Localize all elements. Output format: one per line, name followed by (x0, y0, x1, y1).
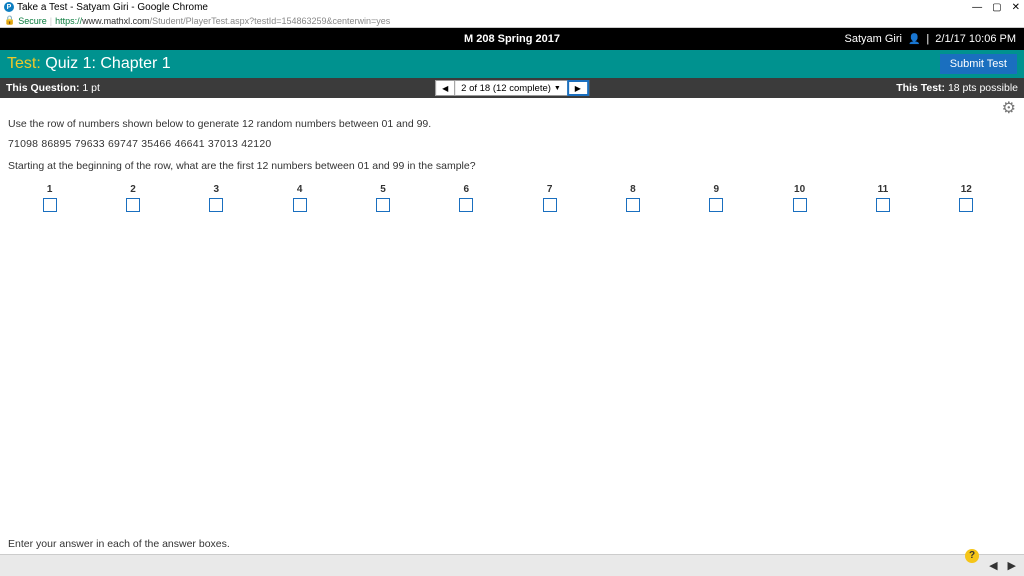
answer-cell: 4 (258, 184, 341, 212)
bottom-prev-button[interactable]: ◀ (989, 559, 997, 572)
test-title: Test: Quiz 1: Chapter 1 (7, 55, 171, 73)
answer-input-5[interactable] (376, 198, 390, 212)
answer-label: 10 (794, 184, 805, 195)
answer-cell: 8 (591, 184, 674, 212)
subquestion-text: Starting at the beginning of the row, wh… (8, 160, 1016, 172)
answer-input-1[interactable] (43, 198, 57, 212)
question-content: Use the row of numbers shown below to ge… (0, 118, 1024, 534)
answer-cell: 1 (8, 184, 91, 212)
window-maximize[interactable]: ▢ (992, 2, 1001, 13)
answer-label: 4 (297, 184, 303, 195)
secure-label: Secure (18, 16, 47, 26)
answer-cell: 6 (425, 184, 508, 212)
divider: | (926, 33, 929, 45)
answer-label: 11 (878, 184, 889, 195)
prev-question-button[interactable]: ◀ (435, 80, 455, 96)
answer-input-2[interactable] (126, 198, 140, 212)
answer-cell: 7 (508, 184, 591, 212)
user-icon[interactable]: 👤 (908, 34, 920, 45)
answer-input-8[interactable] (626, 198, 640, 212)
answer-label: 1 (47, 184, 53, 195)
test-label: Test: (7, 55, 41, 72)
answer-label: 2 (130, 184, 136, 195)
answer-cell: 2 (91, 184, 174, 212)
progress-dropdown[interactable]: 2 of 18 (12 complete) ▼ (455, 80, 567, 96)
answer-label: 5 (380, 184, 386, 195)
submit-test-button[interactable]: Submit Test (940, 54, 1017, 74)
answer-input-3[interactable] (209, 198, 223, 212)
course-name: M 208 Spring 2017 (464, 33, 560, 45)
answer-label: 6 (464, 184, 470, 195)
user-name[interactable]: Satyam Giri (844, 33, 901, 45)
window-close[interactable]: ✕ (1012, 2, 1020, 13)
test-name: Quiz 1: Chapter 1 (41, 55, 171, 72)
answer-inputs-row: 123456789101112 (8, 184, 1016, 212)
answer-input-6[interactable] (459, 198, 473, 212)
url-domain: www.mathxl.com (82, 16, 150, 26)
answer-input-10[interactable] (793, 198, 807, 212)
answer-input-12[interactable] (959, 198, 973, 212)
this-test-label: This Test: (896, 82, 945, 94)
answer-cell: 5 (341, 184, 424, 212)
header-bar: M 208 Spring 2017 Satyam Giri 👤 | 2/1/17… (0, 28, 1024, 50)
answer-cell: 9 (675, 184, 758, 212)
gear-icon[interactable]: ⚙ (1002, 98, 1016, 118)
answer-input-7[interactable] (543, 198, 557, 212)
answer-input-11[interactable] (876, 198, 890, 212)
url-bar[interactable]: 🔒 Secure | https:// www.mathxl.com /Stud… (0, 14, 1024, 28)
answer-cell: 10 (758, 184, 841, 212)
answer-hint: Enter your answer in each of the answer … (0, 534, 1024, 554)
test-title-bar: Test: Quiz 1: Chapter 1 Submit Test (0, 50, 1024, 78)
test-points: 18 pts possible (945, 82, 1018, 94)
answer-cell: 11 (841, 184, 924, 212)
this-question-label: This Question: (6, 82, 80, 94)
tab-title: Take a Test - Satyam Giri - Google Chrom… (17, 2, 208, 13)
bottom-bar: ? ◀ ▶ (0, 554, 1024, 576)
answer-label: 7 (547, 184, 553, 195)
answer-input-4[interactable] (293, 198, 307, 212)
answer-label: 8 (630, 184, 636, 195)
question-bar: This Question: 1 pt ◀ 2 of 18 (12 comple… (0, 78, 1024, 98)
number-row: 71098 86895 79633 69747 35466 46641 3701… (8, 138, 1016, 150)
answer-cell: 12 (925, 184, 1008, 212)
window-minimize[interactable]: — (972, 2, 982, 13)
chrome-title-bar: P Take a Test - Satyam Giri - Google Chr… (0, 0, 1024, 14)
progress-text: 2 of 18 (12 complete) (461, 83, 551, 94)
answer-input-9[interactable] (709, 198, 723, 212)
lock-icon: 🔒 (4, 15, 15, 26)
answer-cell: 3 (175, 184, 258, 212)
pearson-icon: P (4, 2, 14, 12)
instruction-text: Use the row of numbers shown below to ge… (8, 118, 1016, 130)
question-points: 1 pt (80, 82, 100, 94)
question-nav: ◀ 2 of 18 (12 complete) ▼ ▶ (435, 80, 589, 96)
bottom-next-button[interactable]: ▶ (1008, 559, 1016, 572)
answer-label: 3 (214, 184, 220, 195)
timestamp: 2/1/17 10:06 PM (935, 33, 1016, 45)
chevron-down-icon: ▼ (554, 85, 561, 92)
next-question-button[interactable]: ▶ (567, 80, 589, 96)
url-path: /Student/PlayerTest.aspx?testId=15486325… (150, 16, 391, 26)
help-icon[interactable]: ? (965, 549, 979, 563)
url-https: https:// (55, 16, 82, 26)
answer-label: 12 (961, 184, 972, 195)
answer-label: 9 (714, 184, 720, 195)
